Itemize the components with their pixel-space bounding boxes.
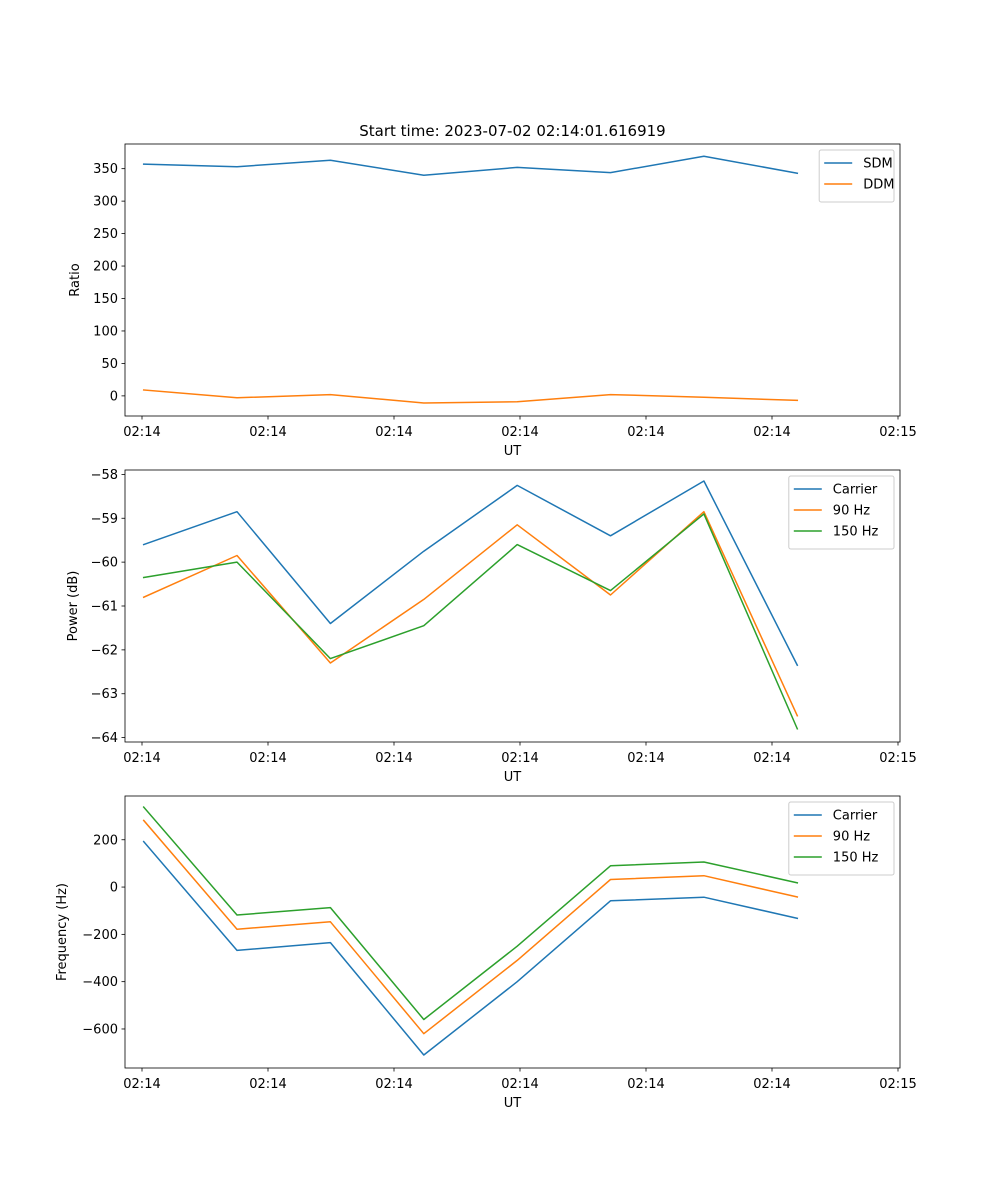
series-line-150-hz	[142, 806, 799, 1021]
x-axis-label: UT	[504, 1096, 522, 1111]
y-tick-label: −60	[91, 556, 118, 571]
legend-label: 150 Hz	[833, 851, 879, 866]
axes-frame	[124, 795, 901, 1069]
x-tick-label: 02:14	[123, 425, 160, 440]
x-axis-label: UT	[504, 444, 522, 459]
x-tick-label: 02:14	[627, 1077, 664, 1092]
x-tick-label: 02:15	[879, 1077, 916, 1092]
series-line-150-hz	[142, 513, 799, 730]
chart-panel-2: −64 −63 −62 −61 −60 −59 −58 02:14 02:14 02:14 02:1…	[66, 468, 917, 785]
y-tick-label: −63	[91, 687, 118, 702]
series-line-sdm	[142, 155, 799, 176]
x-tick-label: 02:14	[753, 751, 790, 766]
y-tick-label: −61	[91, 600, 118, 615]
legend: SDM DDM	[818, 149, 895, 203]
chart-panel-3: −600 −400 −200 0 200 02:14 02:14 02:14 02:14 02:1…	[55, 795, 917, 1111]
series-line-90-hz	[142, 819, 799, 1035]
x-tick-label: 02:14	[501, 425, 538, 440]
x-tick-label: 02:14	[249, 751, 286, 766]
y-tick-label: 100	[93, 324, 118, 339]
x-axis-label: UT	[504, 770, 522, 785]
series-line-ddm	[142, 389, 799, 404]
y-tick-label: 200	[93, 260, 118, 275]
x-tick-label: 02:14	[375, 1077, 412, 1092]
y-tick-label: −58	[91, 468, 118, 483]
x-tick-label: 02:14	[375, 751, 412, 766]
x-tick-label: 02:14	[753, 425, 790, 440]
y-tick-label: 50	[101, 357, 118, 372]
legend-label: Carrier	[833, 483, 878, 498]
legend-label: 90 Hz	[833, 830, 870, 845]
chart-panel-1: 0 50 100 150 200 250 300 350 02:14 02:14 02:14 02:1…	[68, 143, 917, 459]
y-axis-label: Ratio	[68, 263, 83, 296]
y-tick-label: 200	[93, 833, 118, 848]
legend-label: 150 Hz	[833, 525, 879, 540]
y-axis-label: Frequency (Hz)	[55, 883, 70, 981]
x-tick-label: 02:14	[123, 1077, 160, 1092]
legend-label: 90 Hz	[833, 504, 870, 519]
legend: Carrier 90 Hz 150 Hz	[788, 475, 895, 550]
x-tick-label: 02:14	[627, 751, 664, 766]
figure-title: Start time: 2023-07-02 02:14:01.616919	[359, 122, 665, 140]
y-tick-label: −600	[82, 1022, 118, 1037]
x-tick-label: 02:14	[501, 1077, 538, 1092]
series-line-90-hz	[142, 510, 799, 717]
x-tick-label: 02:15	[879, 751, 916, 766]
y-tick-label: 350	[93, 162, 118, 177]
y-tick-label: −64	[91, 731, 118, 746]
x-tick-label: 02:14	[753, 1077, 790, 1092]
x-tick-label: 02:14	[501, 751, 538, 766]
panels: 0 50 100 150 200 250 300 350 02:14 02:14 02:14 02:1…	[55, 143, 917, 1111]
y-tick-label: −200	[82, 928, 118, 943]
x-tick-label: 02:14	[123, 751, 160, 766]
axes-frame	[124, 143, 901, 417]
y-tick-label: 250	[93, 227, 118, 242]
y-tick-label: −400	[82, 975, 118, 990]
x-tick-label: 02:14	[375, 425, 412, 440]
legend-label: Carrier	[833, 809, 878, 824]
y-tick-label: 0	[110, 881, 118, 896]
x-tick-label: 02:14	[627, 425, 664, 440]
series-line-carrier	[142, 840, 799, 1056]
legend: Carrier 90 Hz 150 Hz	[788, 801, 895, 876]
series-line-carrier	[142, 480, 799, 667]
legend-label: SDM	[863, 157, 892, 172]
y-axis-label: Power (dB)	[66, 571, 81, 642]
x-tick-label: 02:15	[879, 425, 916, 440]
y-tick-label: −59	[91, 512, 118, 527]
legend-label: DDM	[863, 178, 894, 193]
y-tick-label: 0	[110, 389, 118, 404]
y-tick-label: 300	[93, 195, 118, 210]
y-tick-label: 150	[93, 292, 118, 307]
y-tick-label: −62	[91, 643, 118, 658]
x-tick-label: 02:14	[249, 425, 286, 440]
x-tick-label: 02:14	[249, 1077, 286, 1092]
